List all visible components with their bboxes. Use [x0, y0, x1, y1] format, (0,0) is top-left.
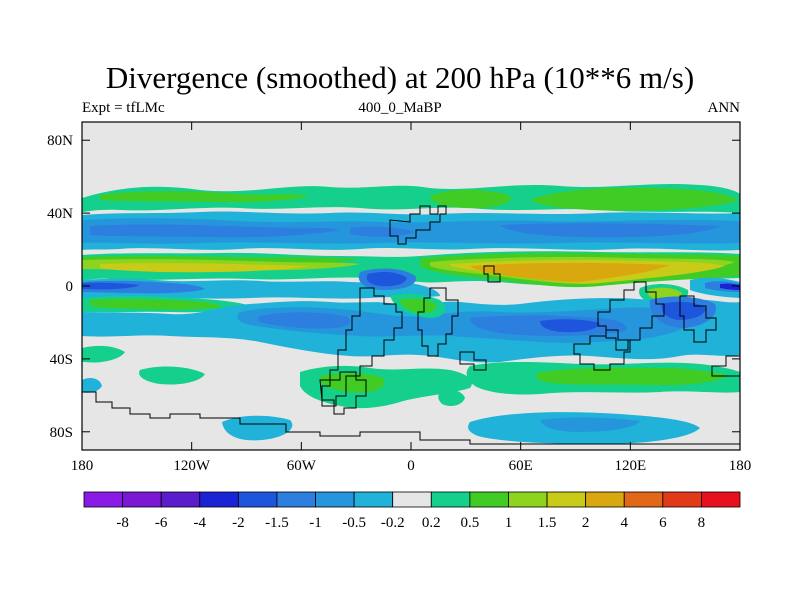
x-tick-label: 0	[407, 458, 415, 474]
colorbar-swatch	[200, 492, 239, 507]
colorbar-label: 2	[582, 515, 590, 531]
colorbar-label: -2	[232, 515, 245, 531]
colorbar-swatch	[84, 492, 123, 507]
colorbar: -8 -6 -4 -2 -1.5 -1 -0.5 -0.2 0.2 0.5 1 1.5 2 4 6 8	[84, 492, 740, 531]
colorbar-swatch	[586, 492, 625, 507]
colorbar-label: 0.2	[422, 515, 441, 531]
colorbar-swatch	[393, 492, 432, 507]
colorbar-swatch	[624, 492, 663, 507]
colorbar-label: -8	[116, 515, 129, 531]
colorbar-label: 1.5	[538, 515, 557, 531]
colorbar-swatch	[470, 492, 509, 507]
x-tick-label: 180	[729, 458, 752, 474]
colorbar-swatch	[431, 492, 470, 507]
divergence-map: 180 120W 60W 0 60E 120E 180 80N 40N 0 40S 80S -8 -6…	[0, 0, 800, 600]
x-tick-label: 180	[71, 458, 94, 474]
y-tick-label: 0	[66, 279, 74, 295]
colorbar-label: -0.2	[381, 515, 405, 531]
colorbar-swatch	[238, 492, 277, 507]
colorbar-swatch	[508, 492, 547, 507]
colorbar-swatch	[354, 492, 393, 507]
colorbar-label: 8	[698, 515, 706, 531]
y-tick-label: 40S	[50, 352, 73, 368]
colorbar-swatch	[123, 492, 162, 507]
colorbar-label: 4	[620, 515, 628, 531]
colorbar-swatch	[161, 492, 200, 507]
colorbar-label: -6	[155, 515, 168, 531]
colorbar-label: 1	[505, 515, 513, 531]
colorbar-swatch	[547, 492, 586, 507]
colorbar-swatch	[277, 492, 316, 507]
x-tick-label: 60W	[287, 458, 317, 474]
x-tick-label: 120E	[614, 458, 646, 474]
x-tick-label: 120W	[173, 458, 211, 474]
colorbar-label: 6	[659, 515, 667, 531]
y-tick-label: 40N	[47, 206, 73, 222]
colorbar-swatch	[663, 492, 702, 507]
colorbar-label: -1.5	[265, 515, 289, 531]
y-tick-label: 80S	[50, 425, 73, 441]
colorbar-swatch	[316, 492, 355, 507]
colorbar-swatch	[701, 492, 740, 507]
y-tick-label: 80N	[47, 133, 73, 149]
colorbar-label: -1	[309, 515, 322, 531]
colorbar-label: 0.5	[461, 515, 480, 531]
colorbar-label: -4	[194, 515, 207, 531]
colorbar-label: -0.5	[342, 515, 366, 531]
x-tick-label: 60E	[509, 458, 533, 474]
